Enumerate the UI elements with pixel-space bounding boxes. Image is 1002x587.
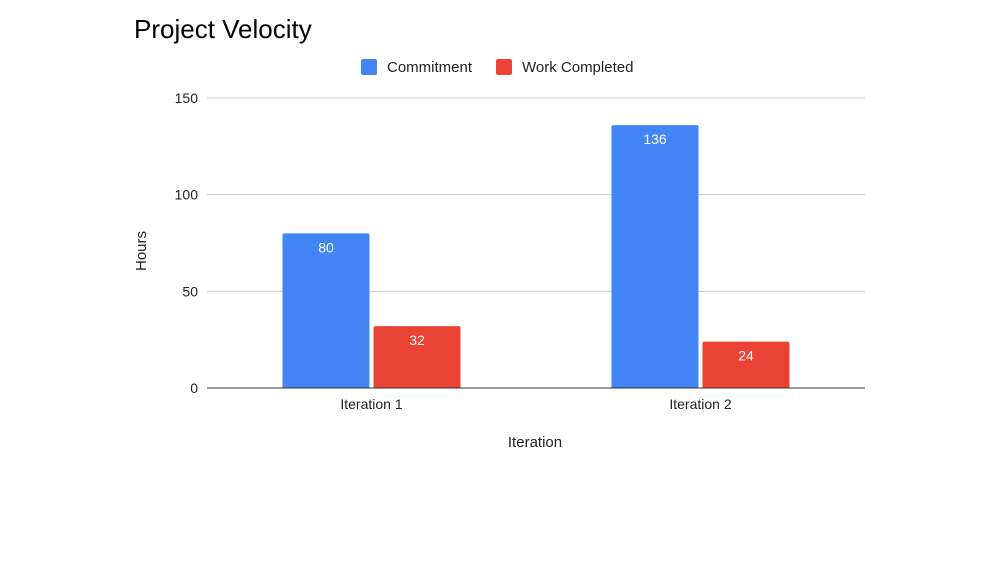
data-label-commitment-iteration-1: 80	[318, 239, 334, 255]
bar-work-completed-iteration-2[interactable]	[702, 341, 790, 388]
bar-commitment-iteration-1[interactable]	[282, 233, 370, 388]
legend: Commitment Work Completed	[361, 59, 633, 76]
y-tick-label-0: 0	[190, 380, 198, 396]
x-axis-ticks: Iteration 1 Iteration 2	[340, 396, 731, 412]
data-label-work-completed-iteration-2: 24	[738, 348, 754, 364]
x-tick-label-iteration-1: Iteration 1	[340, 396, 402, 412]
legend-item-commitment[interactable]: Commitment	[361, 59, 473, 76]
y-tick-label-150: 150	[175, 90, 199, 106]
x-axis-title: Iteration	[508, 434, 562, 451]
data-label-commitment-iteration-2: 136	[643, 131, 667, 147]
y-tick-label-50: 50	[182, 283, 198, 299]
y-axis-ticks: 0 50 100 150	[175, 90, 199, 396]
data-labels: 80 32 136 24	[318, 131, 754, 364]
x-tick-label-iteration-2: Iteration 2	[669, 396, 731, 412]
chart-title: Project Velocity	[134, 14, 312, 44]
data-label-work-completed-iteration-1: 32	[409, 332, 425, 348]
bar-commitment-iteration-2[interactable]	[611, 125, 699, 389]
legend-swatch-work-completed	[496, 59, 512, 75]
legend-label-commitment: Commitment	[387, 59, 473, 76]
legend-swatch-commitment	[361, 59, 377, 75]
bar-work-completed-iteration-1[interactable]	[373, 326, 461, 388]
y-axis-title: Hours	[133, 231, 150, 271]
legend-label-work-completed: Work Completed	[522, 59, 633, 76]
bars	[282, 125, 790, 389]
y-tick-label-100: 100	[175, 187, 199, 203]
legend-item-work-completed[interactable]: Work Completed	[496, 59, 633, 76]
